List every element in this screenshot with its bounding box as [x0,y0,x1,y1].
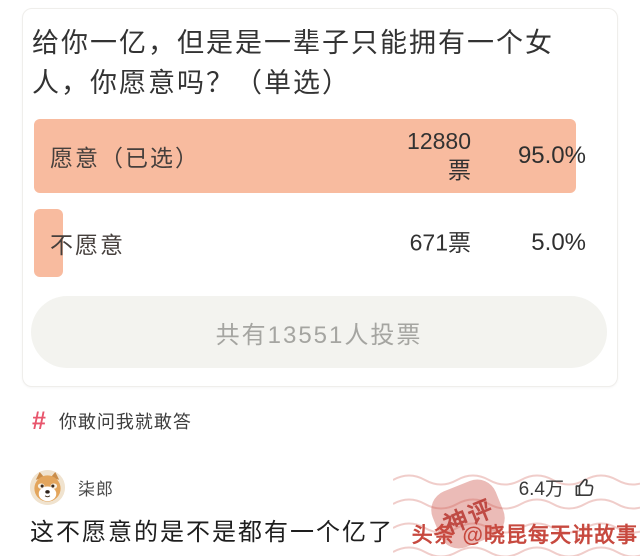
comment-username[interactable]: 柒郎 [78,479,114,499]
poll-option-percent: 95.0% [517,142,586,169]
like-button[interactable]: 6.4万 [519,474,596,501]
topic-label: 你敢问我就敢答 [58,412,192,432]
like-count: 6.4万 [518,478,564,500]
shiba-dog-avatar-icon [30,469,65,505]
poll-question: 给你一亿，但是是一辈子只能拥有一个女人，你愿意吗？（单选） [32,28,554,98]
poll-option-disagree-bar [34,209,63,277]
poll-option-agree[interactable]: 愿意（已选） 12880票 95.0% [34,119,604,193]
poll-option-votes: 671票 [409,229,471,256]
avatar[interactable] [30,469,65,505]
topic-link[interactable]: # 你敢问我就敢答 [32,404,192,438]
thumbs-up-icon [575,478,594,496]
comment-text: 这不愿意的是不是都有一个亿了 [30,519,394,546]
poll-option-agree-bar [34,119,576,193]
poll-option-label: 愿意（已选） [50,145,200,171]
total-votes-button[interactable]: 共有13551人投票 [31,296,607,368]
poll-option-percent: 5.0% [531,229,586,256]
poll-option-votes: 12880票 [407,128,471,183]
hash-icon: # [32,406,46,435]
poll-card: 给你一亿，但是是一辈子只能拥有一个女人，你愿意吗？（单选） 愿意（已选） 128… [22,8,618,387]
comment-header: 柒郎 6.4万 [30,468,596,506]
poll-option-disagree[interactable]: 不愿意 671票 5.0% [34,209,604,277]
watermark-credit: 头条 @晓昆每天讲故事 [411,524,638,547]
poll-option-label: 不愿意 [50,232,125,258]
